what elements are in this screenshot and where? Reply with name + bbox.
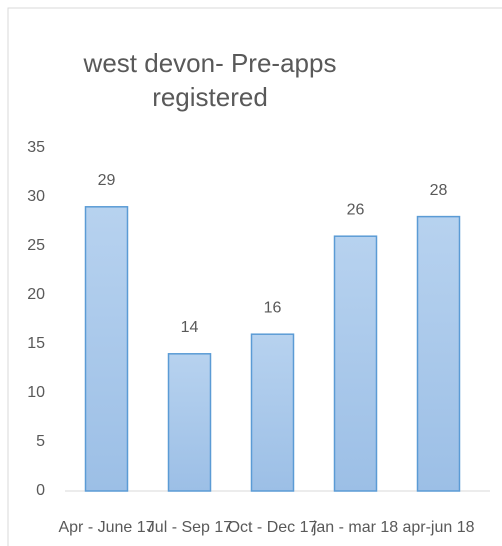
y-tick-label: 30	[27, 188, 45, 205]
value-label: 28	[430, 182, 448, 199]
y-tick-label: 20	[27, 286, 45, 303]
y-tick-label: 25	[27, 237, 45, 254]
bar	[167, 353, 212, 492]
x-tick-label: Oct - Dec 17	[228, 519, 318, 536]
y-tick-label: 35	[27, 139, 45, 156]
chart-frame	[7, 7, 502, 546]
bar	[333, 235, 378, 492]
bar	[84, 206, 129, 492]
value-label: 29	[98, 172, 116, 189]
value-label: 14	[181, 319, 199, 336]
value-label: 16	[264, 299, 282, 316]
value-label: 26	[347, 201, 365, 218]
bar	[416, 215, 461, 492]
bar	[250, 333, 295, 492]
chart-title: west devon- Pre-apps registered	[83, 48, 337, 112]
x-tick-label: Jul - Sep 17	[147, 519, 232, 536]
y-tick-label: 0	[36, 482, 45, 499]
x-tick-label: jan - mar 18	[312, 519, 398, 536]
y-tick-label: 15	[27, 335, 45, 352]
x-tick-label: Apr - June 17	[58, 519, 154, 536]
x-tick-label: apr-jun 18	[402, 519, 474, 536]
y-tick-label: 10	[27, 384, 45, 401]
y-tick-label: 5	[36, 433, 45, 450]
